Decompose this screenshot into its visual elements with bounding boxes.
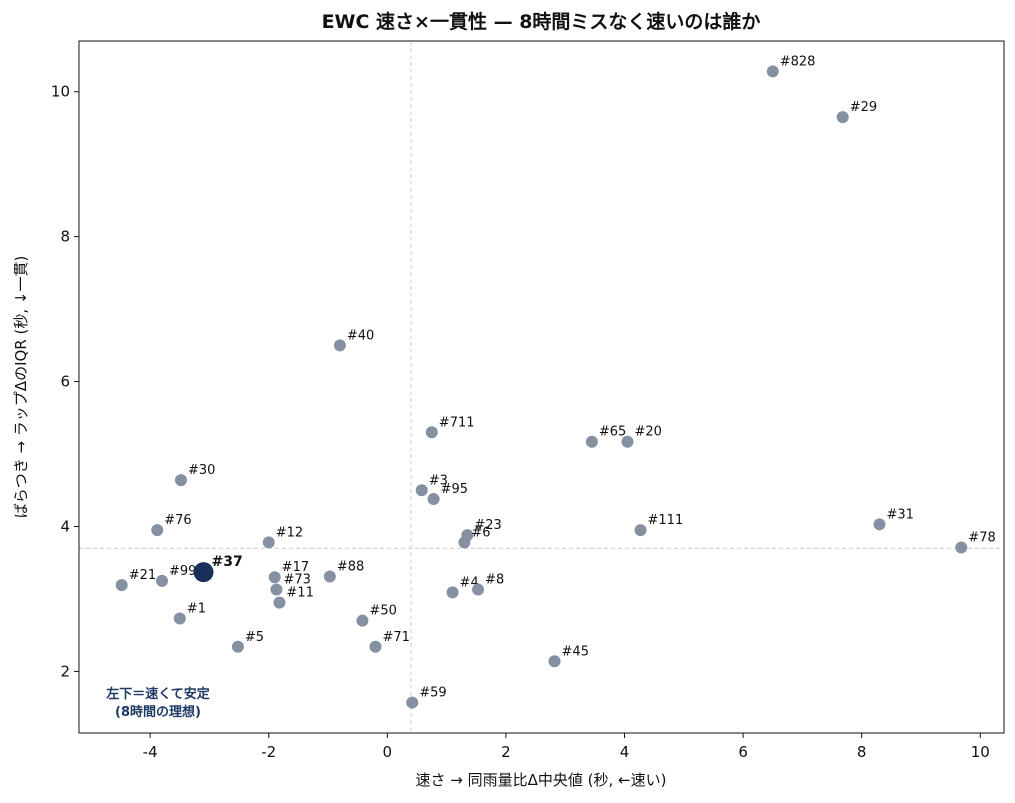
- data-label: #828: [780, 54, 816, 69]
- data-point: [115, 579, 128, 592]
- data-label: #11: [286, 586, 313, 601]
- y-tick-label: 6: [60, 373, 70, 391]
- data-point: [156, 574, 169, 587]
- data-point: [446, 586, 459, 599]
- data-point: [585, 435, 598, 448]
- data-point: [427, 492, 440, 505]
- data-point: [634, 524, 647, 537]
- data-label: #711: [439, 415, 475, 430]
- data-label: #88: [337, 559, 364, 574]
- x-tick-label: 0: [383, 743, 393, 761]
- data-point: [369, 640, 382, 653]
- data-label: #65: [599, 425, 626, 440]
- data-label: #73: [283, 573, 310, 588]
- data-point: [406, 696, 419, 709]
- data-label: #20: [634, 425, 661, 440]
- y-tick-label: 4: [60, 517, 70, 535]
- data-point: [151, 524, 164, 537]
- axis-ticks: -4 -2 0 2 4 6 8 10 2 4 6 8 10: [51, 83, 990, 761]
- x-tick-label: 2: [501, 743, 511, 761]
- x-tick-label: -2: [261, 743, 276, 761]
- data-label: #1: [187, 602, 206, 617]
- data-point: [270, 583, 283, 596]
- data-label: #40: [347, 328, 374, 343]
- x-tick-label: 10: [971, 743, 990, 761]
- data-point: [415, 484, 428, 497]
- data-point: [955, 541, 968, 554]
- data-label: #50: [369, 604, 396, 619]
- data-point: [231, 640, 244, 653]
- annotation-line-2: (8時間の理想): [115, 704, 201, 720]
- data-label: #8: [485, 573, 504, 588]
- data-point: [273, 596, 286, 609]
- data-point: [323, 570, 336, 583]
- data-label: #21: [129, 568, 156, 583]
- data-point: [836, 111, 849, 124]
- data-label: #3: [429, 473, 448, 488]
- data-label: #5: [245, 630, 264, 645]
- data-point: [472, 583, 485, 596]
- data-label: #6: [471, 525, 490, 540]
- plot-frame: [78, 40, 1005, 734]
- data-point: [873, 518, 886, 531]
- data-label: #17: [282, 560, 309, 575]
- data-point: [548, 655, 561, 668]
- y-tick-label: 8: [60, 228, 70, 246]
- data-point: [262, 536, 275, 549]
- data-point-highlight: [193, 562, 214, 583]
- data-point: [425, 426, 438, 439]
- x-tick-label: 8: [857, 743, 867, 761]
- data-label: #71: [382, 630, 409, 645]
- data-points: #828 #29 #40 #711 #65 #20 #30 #3#95 #31 #76 #111 #2…: [115, 54, 996, 709]
- data-label-highlight: #37: [212, 554, 243, 570]
- chart-title: EWC 速さ×一貫性 — 8時間ミスなく速いのは誰か: [322, 10, 761, 33]
- data-point: [174, 474, 187, 487]
- data-point: [268, 571, 281, 584]
- data-label: #23: [474, 518, 501, 533]
- data-label: #45: [562, 644, 589, 659]
- data-label: #31: [886, 507, 913, 522]
- data-point: [766, 65, 779, 78]
- data-label: #59: [419, 686, 446, 701]
- data-point: [333, 339, 346, 352]
- data-label: #76: [164, 513, 191, 528]
- data-label: #30: [188, 463, 215, 478]
- data-label: #12: [276, 525, 303, 540]
- data-point: [621, 435, 634, 448]
- x-tick-label: 6: [738, 743, 748, 761]
- data-point: [173, 612, 186, 625]
- y-axis-label: ばらつき → ラップΔのIQR (秒, ↓一貫): [12, 256, 30, 519]
- data-label: #78: [968, 531, 995, 546]
- data-point: [458, 536, 471, 549]
- y-tick-label: 2: [60, 662, 70, 680]
- y-tick-label: 10: [51, 83, 70, 101]
- x-tick-label: 4: [620, 743, 630, 761]
- data-point: [356, 614, 369, 627]
- data-label: #95: [441, 482, 468, 497]
- annotation-line-1: 左下＝速くて安定: [106, 686, 210, 702]
- x-tick-label: -4: [143, 743, 158, 761]
- x-axis-label: 速さ → 同雨量比Δ中央値 (秒, ←速い): [416, 771, 667, 789]
- data-label: #99: [169, 564, 196, 579]
- plot-area: [78, 40, 1005, 734]
- data-label: #29: [850, 100, 877, 115]
- data-label: #111: [648, 513, 684, 528]
